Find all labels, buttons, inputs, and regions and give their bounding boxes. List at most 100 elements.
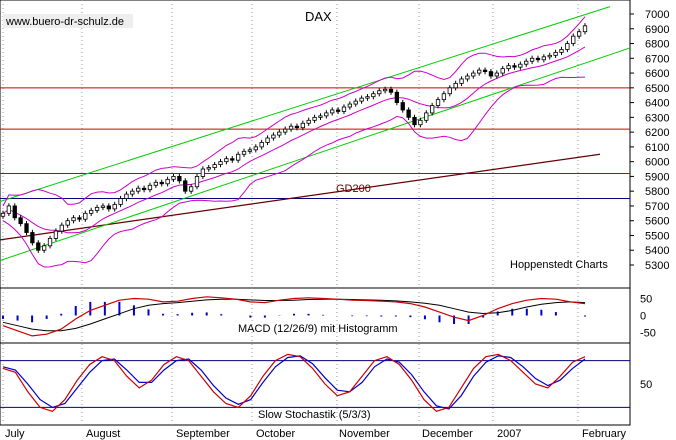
candle-body: [506, 65, 511, 70]
candle-body: [435, 99, 441, 106]
stochastic-d-line: [2, 355, 586, 410]
candle-body: [241, 150, 247, 155]
candle-body: [53, 230, 59, 239]
price-tick-label: 5500: [645, 230, 669, 242]
month-label: December: [422, 428, 473, 440]
candle-body: [471, 72, 476, 77]
candle-body: [388, 88, 394, 93]
month-label: October: [256, 428, 295, 440]
candle-body: [159, 181, 164, 185]
candle-body: [312, 116, 317, 121]
candle-body: [535, 57, 541, 61]
candle-body: [582, 25, 588, 33]
price-tick-label: 5400: [645, 245, 669, 257]
candle-body: [412, 116, 417, 126]
candle-body: [294, 125, 300, 129]
price-tick-label: 6700: [645, 53, 669, 65]
candle-body: [206, 167, 211, 170]
candle-body: [430, 105, 435, 114]
candle-body: [424, 112, 429, 121]
month-label: July: [5, 428, 25, 440]
candle-body: [12, 205, 17, 219]
candle-body: [565, 43, 570, 50]
candle-body: [30, 232, 35, 244]
channel-lower: [0, 47, 631, 262]
candle-body: [165, 178, 170, 185]
gd200-line: [0, 153, 601, 241]
watermark: www.buero-dr-schulz.de: [5, 16, 124, 28]
y-axis: 7000 6900 6800 6700 6600 6500 6400 6300 6200 6100…: [630, 9, 669, 391]
candle-body: [318, 115, 323, 118]
source-label: Hoppenstedt Charts: [510, 259, 608, 271]
candle-body: [265, 137, 270, 143]
price-tick-label: 6100: [645, 142, 669, 154]
candle-body: [271, 134, 276, 139]
price-tick-label: 5600: [645, 216, 669, 228]
candle-body: [494, 72, 499, 77]
month-label: February: [582, 428, 627, 440]
candle-body: [330, 109, 335, 114]
candle-body: [406, 109, 411, 118]
candle-body: [576, 31, 582, 37]
stochastic-tick-label: 50: [640, 379, 652, 391]
candle-body: [553, 51, 558, 56]
candle-body: [453, 82, 458, 89]
candle-body: [194, 176, 200, 188]
candle-body: [365, 96, 370, 99]
candle-body: [482, 69, 488, 72]
price-tick-label: 7000: [645, 9, 669, 21]
candle-body: [77, 217, 82, 220]
month-label: 2007: [497, 428, 521, 440]
macd-line: [2, 296, 586, 337]
candle-body: [47, 238, 53, 247]
candle-body: [441, 93, 447, 101]
candle-body: [488, 71, 494, 77]
candle-body: [571, 35, 576, 44]
price-tick-label: 6900: [645, 24, 669, 36]
month-label: November: [339, 428, 390, 440]
candle-body: [141, 187, 147, 191]
candle-body: [124, 193, 129, 199]
price-tick-label: 6200: [645, 127, 669, 139]
candle-body: [153, 181, 158, 186]
candle-body: [459, 78, 464, 84]
price-panel: [0, 0, 631, 289]
candle-body: [253, 146, 258, 151]
candle-body: [18, 217, 23, 225]
candle-body: [24, 223, 29, 233]
candle-body: [465, 75, 470, 80]
price-tick-label: 6600: [645, 68, 669, 80]
price-tick-label: 6800: [645, 39, 669, 51]
price-tick-label: 6400: [645, 98, 669, 110]
candle-body: [335, 109, 341, 112]
candle-body: [118, 198, 123, 205]
candle-body: [400, 102, 405, 111]
candle-body: [306, 119, 311, 124]
candle-body: [500, 68, 505, 74]
candle-body: [171, 176, 176, 180]
candle-body: [177, 176, 182, 182]
candle-body: [341, 106, 347, 112]
price-tick-label: 5300: [645, 260, 669, 272]
candle-body: [112, 204, 117, 210]
candle-body: [230, 158, 235, 161]
candle-body: [283, 128, 288, 133]
candle-body: [359, 97, 364, 102]
bollinger-lower: [2, 76, 586, 268]
candle-body: [106, 205, 111, 210]
gd200-label: GD200: [336, 183, 371, 195]
candle-body: [100, 205, 106, 208]
macd-tick-label: 50: [640, 294, 652, 306]
price-tick-label: 6000: [645, 157, 669, 169]
candle-body: [300, 122, 305, 129]
candle-body: [559, 49, 564, 53]
candle-body: [224, 158, 229, 163]
stochastic-title: Slow Stochastik (5/3/3): [258, 409, 371, 421]
candle-body: [547, 54, 552, 58]
candle-body: [477, 69, 482, 74]
stochastic-k-line: [2, 353, 586, 412]
stoch-layer: [0, 353, 630, 412]
price-tick-label: 6300: [645, 112, 669, 124]
price-tick-label: 5900: [645, 171, 669, 183]
